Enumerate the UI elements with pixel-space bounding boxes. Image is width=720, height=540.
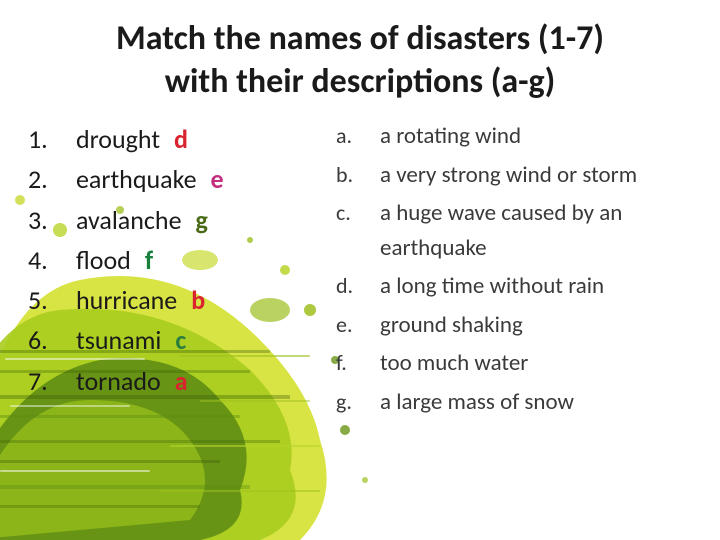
slide: { "title_line1": "Match the names of dis… [0,0,720,540]
answer-letter: c [175,320,186,360]
description-text: a large mass of snow [380,385,690,420]
description-letter: c. [336,196,374,229]
description-text: a long time without rain [380,269,690,304]
term-text: earthquake [76,159,197,199]
term-row: 1. drought d [28,119,328,159]
answer-letter: d [174,119,188,159]
term-number: 3. [28,200,70,240]
description-text: a very strong wind or storm [380,158,690,193]
answer-letter: g [196,200,208,240]
term-row: 3. avalanche g [28,200,328,240]
answer-letter: b [191,280,205,320]
term-row: 7. tornado a [28,361,328,401]
term-text: avalanche [76,200,182,240]
descriptions-column: a. a rotating wind b. a very strong wind… [336,111,690,423]
description-letter: b. [336,158,374,191]
answer-letter: e [211,159,224,199]
description-letter: a. [336,119,374,152]
description-letter: d. [336,269,374,302]
content-layer: Match the names of disasters (1-7) with … [0,0,720,423]
description-letter: g. [336,385,374,418]
description-row: d. a long time without rain [336,269,690,304]
term-row: 2. earthquake e [28,159,328,199]
columns: 1. drought d 2. earthquake e 3. avalanch… [0,111,720,423]
answer-letter: f [145,240,153,280]
terms-column: 1. drought d 2. earthquake e 3. avalanch… [28,111,328,423]
terms-list: 1. drought d 2. earthquake e 3. avalanch… [28,119,328,401]
title-line-1: Match the names of disasters (1-7) [116,18,604,59]
description-letter: e. [336,308,374,341]
term-text: tornado [76,361,161,401]
term-number: 6. [28,320,70,360]
term-number: 4. [28,240,70,280]
descriptions-list: a. a rotating wind b. a very strong wind… [336,119,690,419]
term-text: drought [76,119,160,159]
term-text: tsunami [76,320,161,360]
term-text: hurricane [76,280,177,320]
description-text: a huge wave caused by an earthquake [380,196,690,265]
term-number: 5. [28,280,70,320]
answer-letter: a [175,361,188,401]
term-number: 2. [28,159,70,199]
description-row: f. too much water [336,346,690,381]
description-text: too much water [380,346,690,381]
slide-title: Match the names of disasters (1-7) with … [0,0,720,111]
description-letter: f. [336,346,374,379]
term-number: 7. [28,361,70,401]
description-text: ground shaking [380,308,690,343]
term-text: flood [76,240,131,280]
description-row: e. ground shaking [336,308,690,343]
term-row: 6. tsunami c [28,320,328,360]
description-row: g. a large mass of snow [336,385,690,420]
term-row: 4. flood f [28,240,328,280]
title-line-2: with their descriptions (a-g) [165,61,556,102]
term-number: 1. [28,119,70,159]
description-row: a. a rotating wind [336,119,690,154]
term-row: 5. hurricane b [28,280,328,320]
description-row: c. a huge wave caused by an earthquake [336,196,690,265]
description-row: b. a very strong wind or storm [336,158,690,193]
description-text: a rotating wind [380,119,690,154]
